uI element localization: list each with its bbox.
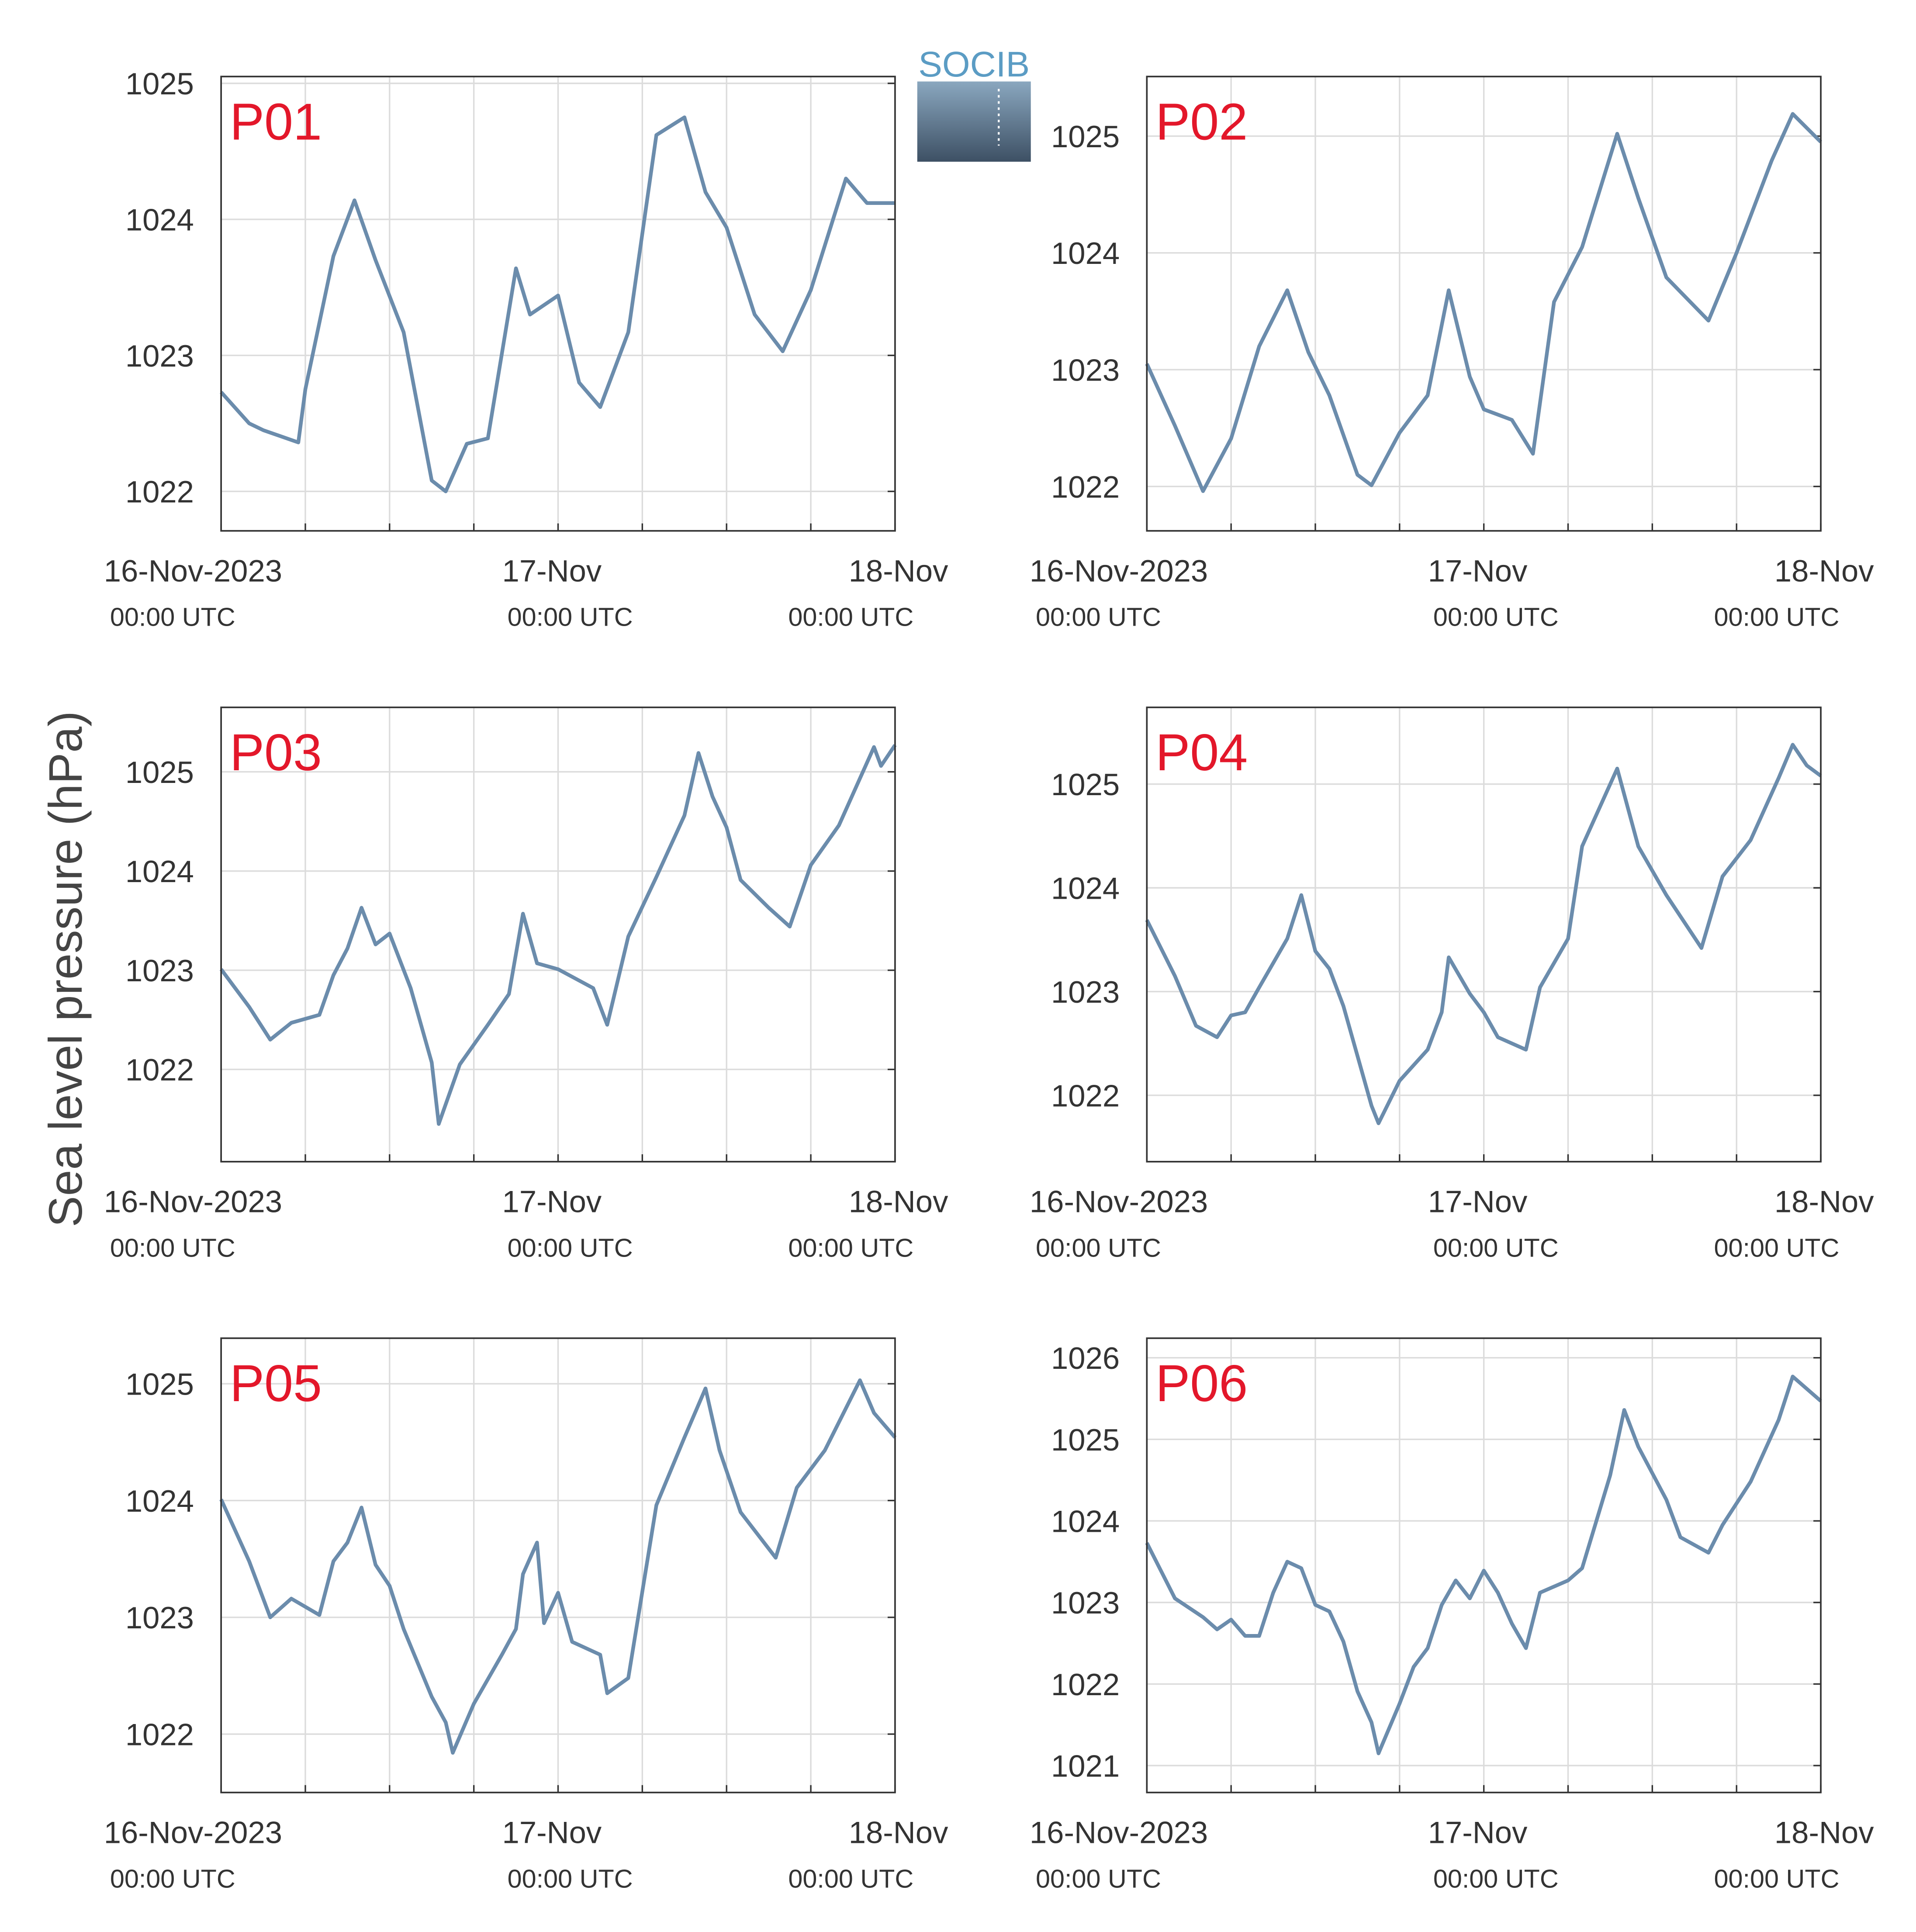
- plot-frame: [220, 1337, 896, 1794]
- x-tick-label: 17-Nov: [502, 1815, 602, 1850]
- y-tick-label: 1024: [1051, 871, 1120, 906]
- y-tick-label: 1025: [125, 66, 194, 101]
- y-tick-label: 1024: [125, 202, 194, 237]
- y-tick-label: 1025: [1051, 119, 1120, 154]
- y-tick-label: 1025: [1051, 767, 1120, 802]
- panel: 1021 1022 1023 1024 1025 1026 16-Nov-2023 00:00…: [1030, 1337, 1874, 1893]
- x-tick-sublabel: 00:00 UTC: [110, 1864, 235, 1893]
- y-tick-label: 1024: [125, 854, 194, 889]
- panel: 1022 1023 1024 1025 16-Nov-2023 00:00 UTC 17-N…: [104, 706, 948, 1262]
- x-tick-sublabel: 00:00 UTC: [1714, 1864, 1840, 1893]
- x-tick-sublabel: 00:00 UTC: [788, 602, 913, 632]
- panel-title: P05: [230, 1355, 322, 1413]
- panel-title: P04: [1155, 724, 1248, 782]
- y-tick-label: 1023: [1051, 1586, 1120, 1620]
- logo-text: SOCIB: [918, 45, 1030, 84]
- y-tick-label: 1024: [1051, 236, 1120, 270]
- plot-frame: [1146, 706, 1822, 1163]
- x-tick-sublabel: 00:00 UTC: [788, 1233, 913, 1262]
- x-tick-sublabel: 00:00 UTC: [508, 1864, 633, 1893]
- x-tick-label: 18-Nov: [849, 554, 948, 588]
- x-tick-label: 16-Nov-2023: [1030, 1815, 1208, 1850]
- panel: 1022 1023 1024 1025 16-Nov-2023 00:00 UTC 17-N…: [104, 1337, 948, 1893]
- plot-frame: [1146, 1337, 1822, 1794]
- x-tick-label: 18-Nov: [849, 1815, 948, 1850]
- x-tick-label: 16-Nov-2023: [1030, 1184, 1208, 1219]
- x-tick-sublabel: 00:00 UTC: [1433, 602, 1559, 632]
- line-series: [1145, 743, 1822, 1125]
- y-tick-label: 1022: [125, 474, 194, 509]
- x-tick-sublabel: 00:00 UTC: [1714, 602, 1840, 632]
- x-tick-sublabel: 00:00 UTC: [1433, 1864, 1559, 1893]
- y-axis-label: Sea level pressure (hPa): [39, 711, 92, 1227]
- x-tick-label: 17-Nov: [502, 554, 602, 588]
- x-tick-label: 16-Nov-2023: [104, 1184, 282, 1219]
- x-tick-sublabel: 00:00 UTC: [508, 1233, 633, 1262]
- logo: SOCIB: [917, 45, 1031, 162]
- y-tick-label: 1023: [1051, 353, 1120, 388]
- panel: 1022 1023 1024 1025 16-Nov-2023 00:00 UTC 17-N…: [1030, 706, 1874, 1262]
- x-tick-sublabel: 00:00 UTC: [1036, 602, 1161, 632]
- y-tick-label: 1025: [125, 755, 194, 789]
- x-tick-sublabel: 00:00 UTC: [1714, 1233, 1840, 1262]
- x-tick-label: 18-Nov: [1774, 554, 1874, 588]
- y-tick-label: 1025: [125, 1367, 194, 1402]
- x-tick-sublabel: 00:00 UTC: [1036, 1233, 1161, 1262]
- y-tick-label: 1022: [1051, 1078, 1120, 1113]
- y-tick-label: 1023: [125, 339, 194, 373]
- plot-frame: [1146, 76, 1822, 532]
- line-series: [219, 744, 897, 1126]
- x-tick-sublabel: 00:00 UTC: [110, 1233, 235, 1262]
- x-tick-label: 17-Nov: [1428, 1815, 1528, 1850]
- x-tick-sublabel: 00:00 UTC: [110, 602, 235, 632]
- x-tick-label: 17-Nov: [1428, 554, 1528, 588]
- panel-title: P01: [230, 93, 322, 151]
- x-tick-label: 18-Nov: [849, 1184, 948, 1219]
- x-tick-sublabel: 00:00 UTC: [508, 602, 633, 632]
- y-tick-label: 1024: [125, 1484, 194, 1518]
- panel-title: P06: [1155, 1355, 1248, 1413]
- plot-frame: [220, 706, 896, 1163]
- line-series: [219, 115, 895, 493]
- y-tick-label: 1021: [1051, 1749, 1120, 1783]
- line-series: [1145, 112, 1823, 493]
- x-tick-label: 17-Nov: [1428, 1184, 1528, 1219]
- panel: 1022 1023 1024 1025 16-Nov-2023 00:00 UTC 17-N…: [1030, 76, 1874, 632]
- plot-frame: [220, 76, 896, 532]
- x-tick-label: 16-Nov-2023: [104, 1815, 282, 1850]
- x-tick-label: 16-Nov-2023: [1030, 554, 1208, 588]
- x-tick-label: 18-Nov: [1774, 1184, 1874, 1219]
- y-tick-label: 1023: [125, 953, 194, 988]
- y-tick-label: 1023: [1051, 975, 1120, 1009]
- x-tick-label: 17-Nov: [502, 1184, 602, 1219]
- y-tick-label: 1022: [1051, 470, 1120, 504]
- x-tick-label: 18-Nov: [1774, 1815, 1874, 1850]
- x-tick-sublabel: 00:00 UTC: [1036, 1864, 1161, 1893]
- x-tick-label: 16-Nov-2023: [104, 554, 282, 588]
- x-tick-sublabel: 00:00 UTC: [788, 1864, 913, 1893]
- x-tick-sublabel: 00:00 UTC: [1433, 1233, 1559, 1262]
- y-tick-label: 1026: [1051, 1341, 1120, 1375]
- line-series: [219, 1378, 897, 1755]
- panel-title: P03: [230, 724, 322, 782]
- y-tick-label: 1022: [1051, 1667, 1120, 1702]
- logo-block: [917, 81, 1031, 162]
- y-tick-label: 1025: [1051, 1423, 1120, 1457]
- y-tick-label: 1023: [125, 1600, 194, 1635]
- y-tick-label: 1024: [1051, 1504, 1120, 1538]
- y-tick-label: 1022: [125, 1717, 194, 1752]
- y-tick-label: 1022: [125, 1053, 194, 1087]
- panel: 1022 1023 1024 1025 16-Nov-2023 00:00 UTC 17-N…: [104, 66, 948, 631]
- panel-title: P02: [1155, 93, 1248, 151]
- line-series: [1145, 1375, 1822, 1755]
